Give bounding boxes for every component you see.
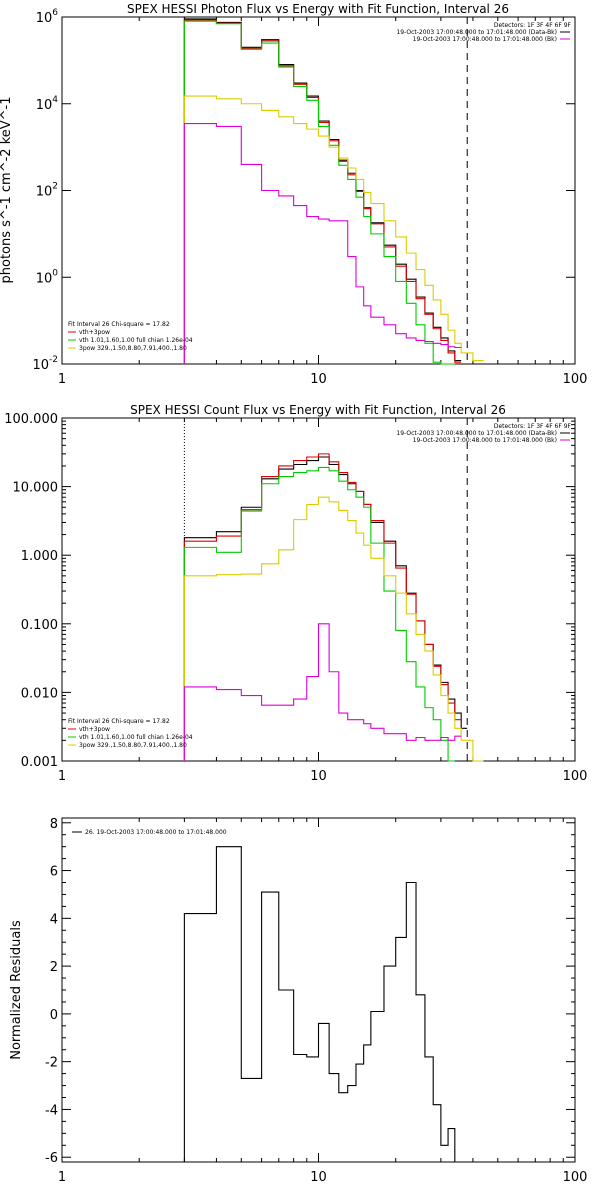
y-tick-label: 4 — [50, 912, 58, 927]
x-tick-label: 10 — [310, 769, 327, 784]
y-tick-label: 6 — [50, 865, 58, 880]
series-line-4 — [183, 623, 462, 761]
legend-fit-entry: Fit Interval 26 Chi-square = 17.82 — [68, 718, 170, 725]
y-tick-label: 10.000 — [13, 481, 59, 496]
count-flux-panel: SPEX HESSI Count Flux vs Energy with Fit… — [4, 403, 587, 784]
residuals-panel: Normalized Residuals 1 10 100 -6 -4 -2 0 2 4 6 8 26… — [9, 817, 587, 1185]
y-tick-label: -6 — [45, 1151, 58, 1166]
y-tick-label: 0.001 — [21, 755, 58, 770]
x-tick-label: 100 — [563, 1170, 588, 1185]
y-tick-label: 100 — [36, 268, 59, 286]
residuals-ylabel: Normalized Residuals — [9, 920, 24, 1060]
x-tick-label: 1 — [58, 769, 66, 784]
y-tick-label: -2 — [45, 1056, 58, 1071]
series-line-2 — [183, 466, 455, 762]
series-line-0 — [183, 846, 462, 1163]
legend-residual-entry: 26. 19-Oct-2003 17:00:48.000 to 17:01:48… — [85, 829, 227, 836]
series-line-2 — [183, 20, 455, 365]
legend-top-entry: 19-Oct-2003 17:00:48.000 to 17:01:48.000… — [396, 29, 557, 36]
legend-fit-entry: 3pow 329.,1.50,8.80,7.91,400.,1.80 — [79, 742, 187, 749]
legend-top-entry: 19-Oct-2003 17:00:48.000 to 17:01:48.000… — [413, 36, 557, 43]
x-tick-label: 10 — [310, 372, 327, 387]
legend-top-entry: Detectors: 1F 3F 4F 6F 9F — [494, 22, 572, 29]
count-flux-title: SPEX HESSI Count Flux vs Energy with Fit… — [130, 403, 506, 417]
series-line-3 — [183, 496, 484, 762]
legend-fit-entry: vth+3pow — [79, 726, 110, 733]
y-tick-label: 2 — [50, 960, 58, 975]
y-tick-label: 102 — [36, 182, 58, 200]
y-tick-label: 0.100 — [21, 618, 58, 633]
x-tick-label: 100 — [563, 372, 588, 387]
legend-top-entry: 19-Oct-2003 17:00:48.000 to 17:01:48.000… — [396, 430, 557, 437]
y-tick-label: 10-2 — [32, 355, 58, 373]
photon-flux-ylabel: photons s^-1 cm^-2 keV^-1 — [0, 96, 14, 283]
y-tick-label: -4 — [45, 1103, 58, 1118]
legend-fit-entry: 3pow 329.,1.50,8.80,7.91,400.,1.80 — [79, 345, 187, 352]
x-tick-label: 1 — [58, 1170, 66, 1185]
y-tick-label: 1.000 — [21, 549, 58, 564]
y-tick-label: 106 — [36, 8, 59, 26]
y-tick-label: 104 — [36, 95, 59, 113]
photon-flux-panel: SPEX HESSI Photon Flux vs Energy with Fi… — [0, 2, 587, 387]
x-tick-label: 100 — [563, 769, 588, 784]
y-tick-label: 100.000 — [4, 412, 58, 427]
x-tick-label: 10 — [310, 1170, 327, 1185]
legend-top-entry: 19-Oct-2003 17:00:48.000 to 17:01:48.000… — [413, 437, 557, 444]
legend-fit-entry: vth 1.01,1.60,1.00 full chian 1.26e-04 — [79, 734, 193, 741]
y-tick-label: 8 — [50, 817, 58, 832]
legend-fit-entry: vth 1.01,1.60,1.00 full chian 1.26e-04 — [79, 337, 193, 344]
x-tick-label: 1 — [58, 372, 66, 387]
legend-fit-entry: vth+3pow — [79, 329, 110, 336]
y-tick-label: 0.010 — [21, 686, 58, 701]
photon-flux-title: SPEX HESSI Photon Flux vs Energy with Fi… — [127, 2, 509, 16]
series-line-4 — [183, 122, 462, 364]
legend-fit-entry: Fit Interval 26 Chi-square = 17.82 — [68, 321, 170, 328]
y-tick-label: 0 — [50, 1008, 58, 1023]
series-line-3 — [183, 95, 484, 364]
legend-top-entry: Detectors: 1F 3F 4F 6F 9F — [494, 423, 572, 430]
